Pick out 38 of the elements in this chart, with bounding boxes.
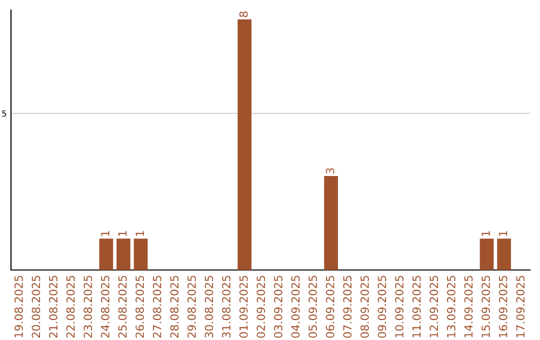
x-tick-label: 29.08.2025 [187,276,196,338]
x-tick-label: 04.09.2025 [291,276,300,338]
x-tick-label: 09.09.2025 [378,276,386,338]
y-tick-label: 5 [2,110,6,117]
data-label: 1 [118,231,127,236]
x-tick-label: 31.08.2025 [222,276,230,338]
x-tick-label: 10.09.2025 [395,276,404,338]
data-label: 8 [239,12,248,18]
x-tick-label: 23.08.2025 [84,276,92,338]
data-label: 3 [326,168,334,174]
x-tick-label: 24.08.2025 [100,276,110,338]
x-tick-label: 02.09.2025 [256,276,266,338]
x-tick-label: 05.09.2025 [308,276,317,338]
data-label: 1 [101,231,110,236]
x-tick-label: 21.08.2025 [49,276,58,338]
x-tick-label: 20.08.2025 [32,276,40,338]
data-label: 1 [136,231,144,236]
x-tick-label: 19.08.2025 [14,276,23,338]
x-tick-label: 12.09.2025 [430,276,438,338]
x-tick-label: 22.08.2025 [66,276,75,338]
x-tick-label: 14.09.2025 [464,276,473,338]
x-tick-label: 07.09.2025 [343,276,352,338]
x-tick-label: 11.09.2025 [412,276,421,338]
x-tick-label: 13.09.2025 [446,276,456,338]
x-tick-label: 16.09.2025 [498,276,508,338]
x-tick-label: 17.09.2025 [516,276,525,338]
x-tick-label: 27.08.2025 [152,276,162,338]
x-tick-label: 15.09.2025 [482,276,490,338]
x-tick-label: 01.09.2025 [239,276,248,338]
data-label: 1 [482,231,490,236]
x-tick-label: 28.08.2025 [170,276,179,338]
x-tick-label: 06.09.2025 [326,276,334,338]
x-tick-label: 30.08.2025 [204,276,214,338]
x-tick-label: 08.09.2025 [360,276,369,338]
x-tick-label: 26.08.2025 [136,276,144,338]
x-tick-label: 25.08.2025 [118,276,127,338]
x-tick-label: 03.09.2025 [274,276,282,338]
data-label: 1 [499,231,508,236]
